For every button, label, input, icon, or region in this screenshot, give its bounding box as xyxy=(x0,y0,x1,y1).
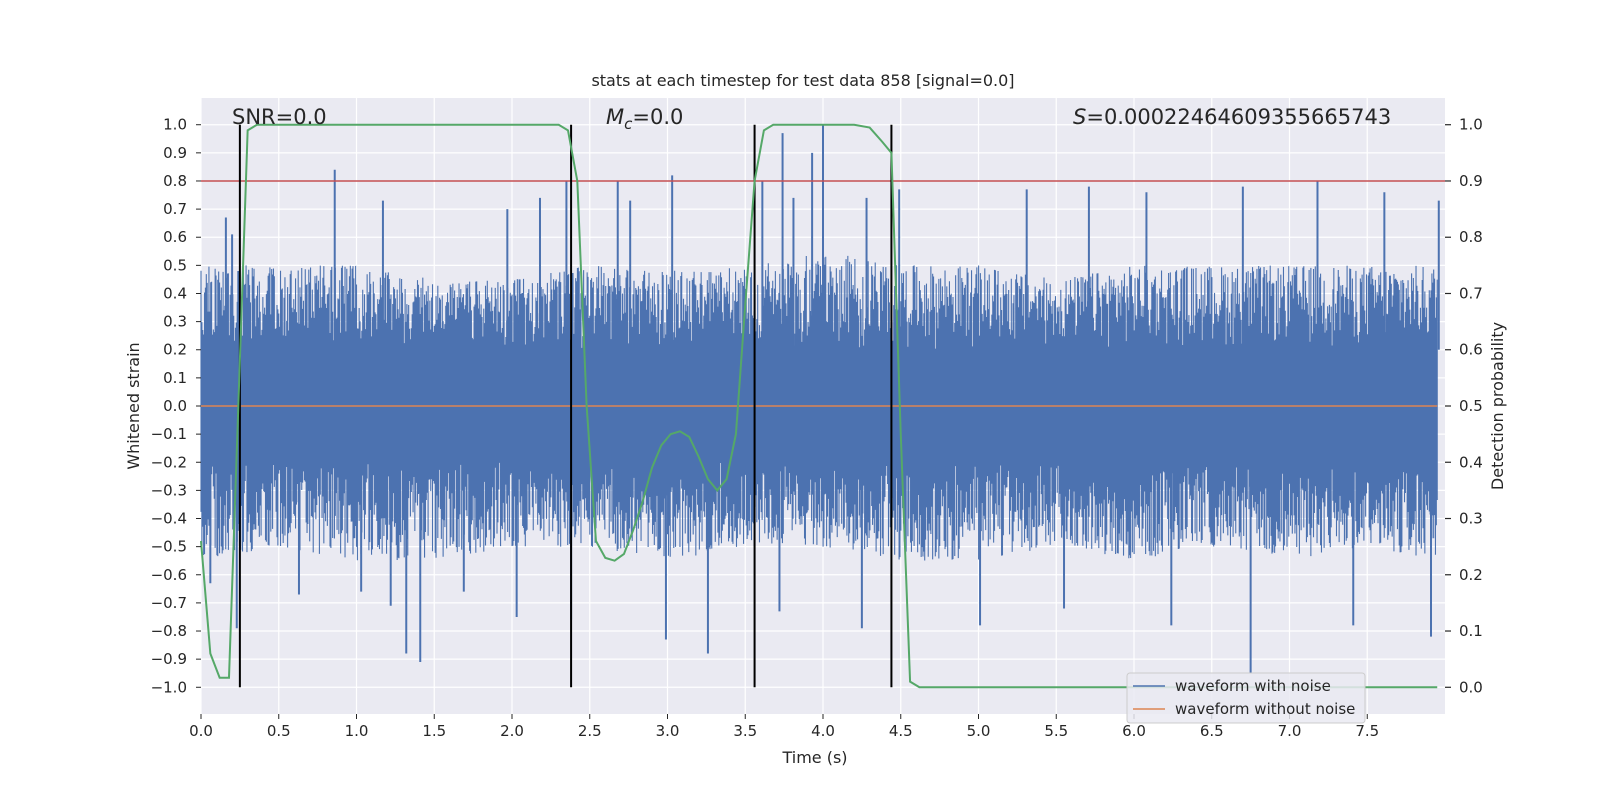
x-tick-label-9: 4.5 xyxy=(889,722,913,740)
x-tick-label-0: 0.0 xyxy=(189,722,213,740)
y-axis-left-label: Whitened strain xyxy=(124,342,143,469)
y-left-tick-label-14: −0.4 xyxy=(151,510,187,528)
y-left-tick-label-20: −1.0 xyxy=(151,678,187,696)
y-left-tick-label-19: −0.9 xyxy=(151,650,187,668)
legend-label-clean: waveform without noise xyxy=(1175,700,1355,718)
y-right-tick-label-5: 0.5 xyxy=(1459,397,1483,415)
y-right-tick-label-8: 0.2 xyxy=(1459,566,1483,584)
s-value: =0.00022464609355665743 xyxy=(1086,105,1391,129)
y-right-tick-label-2: 0.8 xyxy=(1459,228,1483,246)
x-tick-label-7: 3.5 xyxy=(733,722,757,740)
x-axis: 0.0 0.5 1.0 1.5 2.0 2.5 3.0 3.5 4.0 4.5 5.0 5.5 6.0 6… xyxy=(189,714,1379,740)
noise-trace xyxy=(200,255,1438,561)
x-tick-label-5: 2.5 xyxy=(578,722,602,740)
x-tick-label-3: 1.5 xyxy=(422,722,446,740)
x-tick-label-1: 0.5 xyxy=(267,722,291,740)
x-tick-label-2: 1.0 xyxy=(345,722,369,740)
x-tick-label-4: 2.0 xyxy=(500,722,524,740)
y-left-tick-label-15: −0.5 xyxy=(151,538,187,556)
legend-label-noise: waveform with noise xyxy=(1175,677,1331,695)
s-annotation: S=0.00022464609355665743 xyxy=(1073,105,1391,129)
legend: waveform with noise waveform without noi… xyxy=(1126,672,1366,724)
y-left-tick-label-16: −0.6 xyxy=(151,566,187,584)
y-left-tick-label-9: 0.1 xyxy=(163,369,187,387)
y-right-tick-label-6: 0.4 xyxy=(1459,453,1483,471)
y-left-tick-label-5: 0.5 xyxy=(163,256,187,274)
y-left-tick-label-13: −0.3 xyxy=(151,481,187,499)
y-left-tick-label-17: −0.7 xyxy=(151,594,187,612)
x-axis-label: Time (s) xyxy=(781,748,847,767)
y-axis-right-label: Detection probability xyxy=(1488,322,1507,490)
y-left-tick-label-0: 1.0 xyxy=(163,116,187,134)
x-tick-label-6: 3.0 xyxy=(656,722,680,740)
y-left-tick-label-4: 0.6 xyxy=(163,228,187,246)
y-right-tick-label-10: 0.0 xyxy=(1459,678,1483,696)
y-axis-right: 1.0 0.9 0.8 0.7 0.6 0.5 0.4 0.3 0.2 0.1 0.0 xyxy=(1445,116,1483,696)
probability-curve xyxy=(200,123,1438,689)
y-right-tick-label-3: 0.7 xyxy=(1459,284,1483,302)
y-left-tick-label-8: 0.2 xyxy=(163,341,187,359)
x-tick-label-14: 7.0 xyxy=(1278,722,1302,740)
y-left-tick-label-11: −0.1 xyxy=(151,425,187,443)
y-left-tick-label-18: −0.8 xyxy=(151,622,187,640)
y-right-tick-label-1: 0.9 xyxy=(1459,172,1483,190)
y-right-tick-label-7: 0.3 xyxy=(1459,510,1483,528)
chirp-mass-annotation: Mc=0.0 xyxy=(606,105,683,133)
x-tick-label-13: 6.5 xyxy=(1200,722,1224,740)
x-tick-label-10: 5.0 xyxy=(967,722,991,740)
noise-waveform xyxy=(200,124,1440,674)
y-left-tick-label-7: 0.3 xyxy=(163,313,187,331)
y-left-tick-label-1: 0.9 xyxy=(163,144,187,162)
x-tick-label-15: 7.5 xyxy=(1355,722,1379,740)
y-right-tick-label-4: 0.6 xyxy=(1459,341,1483,359)
y-right-tick-label-0: 1.0 xyxy=(1459,116,1483,134)
x-tick-label-11: 5.5 xyxy=(1044,722,1068,740)
y-left-tick-label-3: 0.7 xyxy=(163,200,187,218)
vertical-markers xyxy=(238,124,893,688)
probability-line xyxy=(200,123,1438,689)
s-symbol: S xyxy=(1073,105,1086,129)
y-left-tick-label-10: 0.0 xyxy=(163,397,187,415)
y-left-tick-label-6: 0.4 xyxy=(163,284,187,302)
y-left-tick-label-12: −0.2 xyxy=(151,453,187,471)
y-left-tick-label-2: 0.8 xyxy=(163,172,187,190)
x-tick-label-8: 4.0 xyxy=(811,722,835,740)
chart-title: stats at each timestep for test data 858… xyxy=(591,71,1014,90)
mc-subscript: c xyxy=(624,115,633,133)
mc-value: =0.0 xyxy=(632,105,683,129)
mc-symbol: M xyxy=(606,105,624,129)
snr-annotation: SNR=0.0 xyxy=(232,105,327,129)
y-right-tick-label-9: 0.1 xyxy=(1459,622,1483,640)
y-axis-left: 1.0 0.9 0.8 0.7 0.6 0.5 0.4 0.3 0.2 0.1 0.0 −0.1 −0.… xyxy=(151,116,201,696)
legend-frame xyxy=(1126,672,1366,724)
x-tick-label-12: 6.0 xyxy=(1122,722,1146,740)
